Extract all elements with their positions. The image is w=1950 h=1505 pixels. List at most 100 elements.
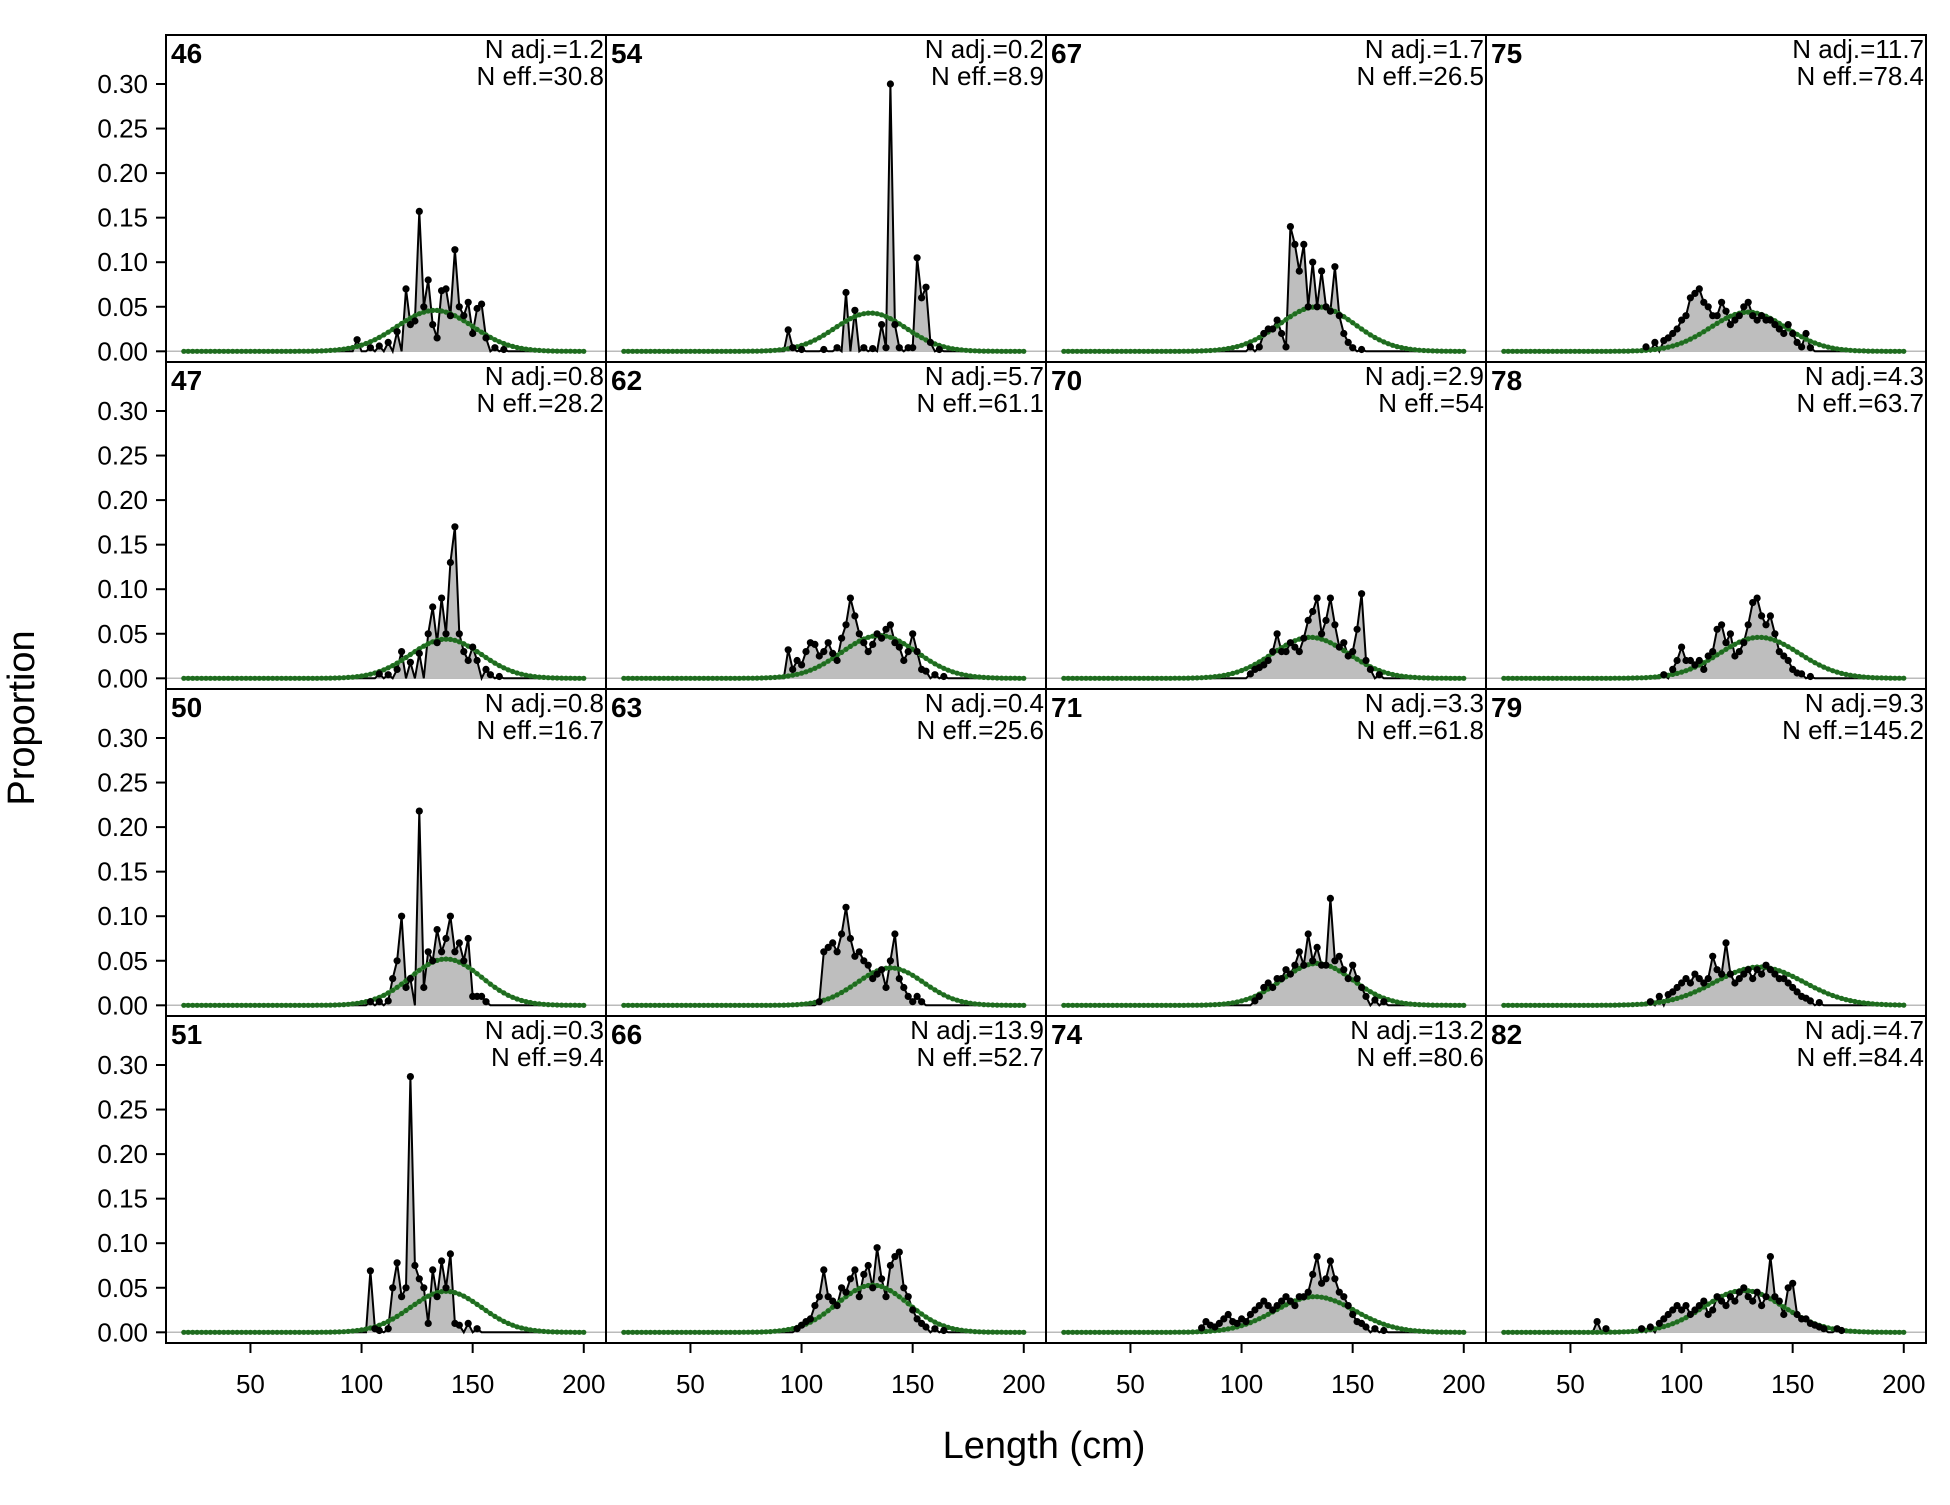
observed-point xyxy=(1340,1293,1348,1301)
expected-point xyxy=(1190,1329,1196,1335)
expected-point xyxy=(856,1285,862,1291)
expected-point xyxy=(1532,348,1538,354)
expected-point xyxy=(1812,985,1818,991)
observed-point xyxy=(406,1073,414,1081)
observed-point xyxy=(829,649,837,658)
expected-point xyxy=(470,323,476,329)
expected-point xyxy=(1554,1002,1560,1008)
expected-point xyxy=(287,675,293,681)
observed-point xyxy=(1775,648,1783,656)
expected-point xyxy=(1003,1002,1009,1008)
observed-point xyxy=(1771,1293,1779,1301)
expected-point xyxy=(936,663,942,669)
observed-point xyxy=(851,612,859,620)
expected-point xyxy=(256,348,262,354)
expected-point xyxy=(630,348,636,354)
expected-point xyxy=(1399,1326,1405,1332)
observed-point xyxy=(1349,344,1357,352)
expected-point xyxy=(621,1329,627,1335)
observed-point xyxy=(869,640,877,649)
observed-point xyxy=(815,652,823,660)
expected-point xyxy=(1510,675,1516,681)
expected-point xyxy=(1163,1002,1169,1008)
expected-point xyxy=(367,339,373,345)
expected-point xyxy=(479,651,485,658)
observed-line xyxy=(623,83,1024,354)
expected-point xyxy=(950,669,956,675)
expected-point xyxy=(714,348,720,354)
observed-point xyxy=(1806,997,1814,1005)
observed-point xyxy=(1784,1284,1792,1292)
n-adj-label: N adj.=5.7 xyxy=(925,361,1044,391)
observed-point xyxy=(429,321,437,329)
expected-point xyxy=(1359,326,1365,332)
expected-point xyxy=(825,1308,831,1314)
observed-point xyxy=(1722,639,1730,647)
expected-point xyxy=(643,1329,649,1335)
observed-point xyxy=(1286,1297,1294,1305)
expected-point xyxy=(581,1329,587,1335)
panel-70: 70 N adj.=2.9N eff.=54 xyxy=(1045,361,1487,690)
expected-point xyxy=(932,661,938,667)
expected-point xyxy=(319,1329,325,1335)
expected-point xyxy=(381,332,387,338)
expected-point xyxy=(483,978,489,984)
expected-point xyxy=(270,1329,276,1335)
expected-point xyxy=(1016,348,1022,354)
expected-point xyxy=(1327,1296,1333,1302)
expected-point xyxy=(456,1291,462,1297)
observed-point xyxy=(878,634,886,642)
expected-point xyxy=(194,1329,200,1335)
n-eff-label: N eff.=63.7 xyxy=(1797,388,1924,418)
expected-point xyxy=(559,675,565,681)
observed-point xyxy=(433,639,441,647)
n-eff-label: N eff.=61.8 xyxy=(1357,715,1484,745)
expected-point xyxy=(1896,675,1902,681)
expected-point xyxy=(1545,1329,1551,1335)
observed-point xyxy=(1726,321,1734,329)
expected-point xyxy=(1447,675,1453,681)
expected-point xyxy=(625,1002,631,1008)
observed-point xyxy=(1678,979,1686,987)
expected-point xyxy=(1821,343,1827,349)
observed-point xyxy=(913,1315,921,1323)
expected-point xyxy=(545,348,551,354)
expected-point xyxy=(181,348,187,354)
expected-point xyxy=(1572,675,1578,681)
expected-point xyxy=(239,1002,245,1008)
expected-point xyxy=(456,639,462,645)
expected-point xyxy=(1674,995,1680,1002)
expected-point xyxy=(536,1328,542,1334)
expected-point xyxy=(354,1327,360,1334)
expected-point xyxy=(1070,1329,1076,1335)
expected-point xyxy=(1363,1314,1369,1320)
expected-point xyxy=(1261,1314,1267,1320)
expected-point xyxy=(1225,345,1231,352)
expected-point xyxy=(1661,998,1667,1005)
observed-point xyxy=(1340,639,1348,647)
observed-point xyxy=(1731,1297,1739,1305)
expected-point xyxy=(1172,348,1178,354)
expected-point xyxy=(252,1329,258,1335)
expected-point xyxy=(1114,348,1120,354)
expected-point xyxy=(1741,309,1747,315)
y-tick-label: 0.15 xyxy=(97,203,148,233)
expected-point xyxy=(1127,1002,1133,1008)
observed-point xyxy=(1686,1310,1694,1319)
observed-point xyxy=(1318,267,1326,275)
observed-point xyxy=(1286,639,1294,647)
expected-point xyxy=(221,1002,227,1008)
expected-point xyxy=(790,1002,796,1008)
observed-point xyxy=(442,1284,450,1292)
observed-point xyxy=(829,1297,837,1305)
expected-point xyxy=(901,1297,907,1303)
expected-point xyxy=(465,1296,471,1302)
expected-point xyxy=(1879,1001,1885,1008)
expected-point xyxy=(1790,646,1796,652)
expected-point xyxy=(474,1301,480,1307)
expected-point xyxy=(985,675,991,681)
expected-point xyxy=(723,1329,729,1335)
expected-point xyxy=(927,1317,934,1323)
x-tick-label: 100 xyxy=(1660,1369,1703,1399)
observed-point xyxy=(1344,975,1352,983)
